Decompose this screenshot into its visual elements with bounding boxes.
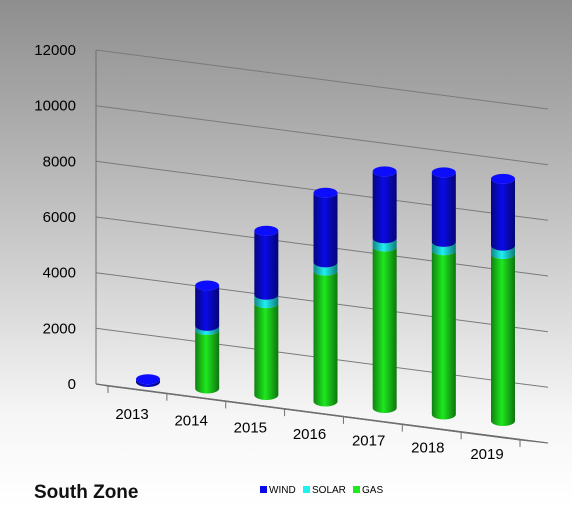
y-tick-label: 2000 bbox=[43, 320, 76, 337]
chart-title: South Zone bbox=[34, 482, 139, 503]
y-tick-label: 12000 bbox=[34, 42, 76, 59]
axes bbox=[95, 50, 549, 447]
bar-solar-2015 bbox=[254, 294, 279, 309]
x-tick-label: 2013 bbox=[115, 406, 148, 423]
legend-swatch-wind bbox=[260, 486, 267, 493]
bar-solar-2017 bbox=[372, 238, 397, 252]
legend-label-gas: GAS bbox=[362, 485, 383, 496]
bar-top-2015 bbox=[254, 225, 279, 236]
y-tick-label: 10000 bbox=[34, 98, 76, 115]
bar-gas-2015 bbox=[254, 303, 279, 400]
bar-gas-2017 bbox=[372, 246, 397, 413]
bar-gas-2019 bbox=[491, 254, 515, 426]
bar-solar-2016 bbox=[313, 262, 338, 276]
gridline bbox=[95, 49, 549, 110]
bar-gas-2016 bbox=[313, 270, 338, 407]
x-axis-line bbox=[107, 385, 521, 441]
bars bbox=[136, 166, 515, 426]
x-tick-label: 2017 bbox=[352, 433, 385, 450]
bar-top-2017 bbox=[372, 166, 397, 177]
bar-top-2014 bbox=[195, 280, 220, 291]
x-tick-label: 2016 bbox=[293, 426, 326, 443]
legend-swatch-solar bbox=[303, 486, 310, 493]
x-tick-labels: 2013 2014 2015 2016 2017 2018 2019 bbox=[115, 406, 503, 463]
bar-top-2013 bbox=[136, 374, 160, 385]
x-tick-label: 2018 bbox=[411, 439, 444, 456]
y-tick-label: 0 bbox=[68, 376, 76, 393]
bar-top-2018 bbox=[431, 167, 456, 178]
legend-label-wind: WIND bbox=[269, 485, 296, 496]
bar-solar-2019 bbox=[491, 245, 515, 259]
legend: WIND SOLAR GAS bbox=[260, 485, 383, 496]
x-tick-label: 2015 bbox=[234, 419, 267, 436]
bar-wind-2018 bbox=[431, 172, 456, 247]
bar-solar-2014 bbox=[195, 325, 220, 336]
bar-solar-2018 bbox=[431, 241, 456, 256]
bar-top-2019 bbox=[491, 173, 515, 184]
legend-label-solar: SOLAR bbox=[312, 485, 346, 496]
bar-wind-2014 bbox=[195, 285, 220, 331]
bar-wind-2016 bbox=[313, 192, 338, 268]
bar-wind-2013 bbox=[136, 379, 160, 387]
bar-gas-2018 bbox=[431, 250, 456, 420]
x-tick-label: 2019 bbox=[470, 446, 503, 463]
y-tick-label: 6000 bbox=[43, 209, 76, 226]
legend-swatch-gas bbox=[353, 486, 360, 493]
bar-top-2016 bbox=[313, 187, 338, 198]
bar-gas-2014 bbox=[195, 330, 220, 394]
bar-wind-2019 bbox=[491, 178, 515, 251]
y-tick-label: 8000 bbox=[43, 153, 76, 170]
y-tick-label: 4000 bbox=[43, 265, 76, 282]
x-tick-label: 2014 bbox=[174, 413, 207, 430]
gridline bbox=[95, 105, 549, 166]
y-tick-labels: 0 2000 4000 6000 8000 10000 12000 bbox=[34, 42, 76, 393]
bar-wind-2017 bbox=[372, 171, 397, 244]
bar-wind-2015 bbox=[254, 230, 279, 300]
